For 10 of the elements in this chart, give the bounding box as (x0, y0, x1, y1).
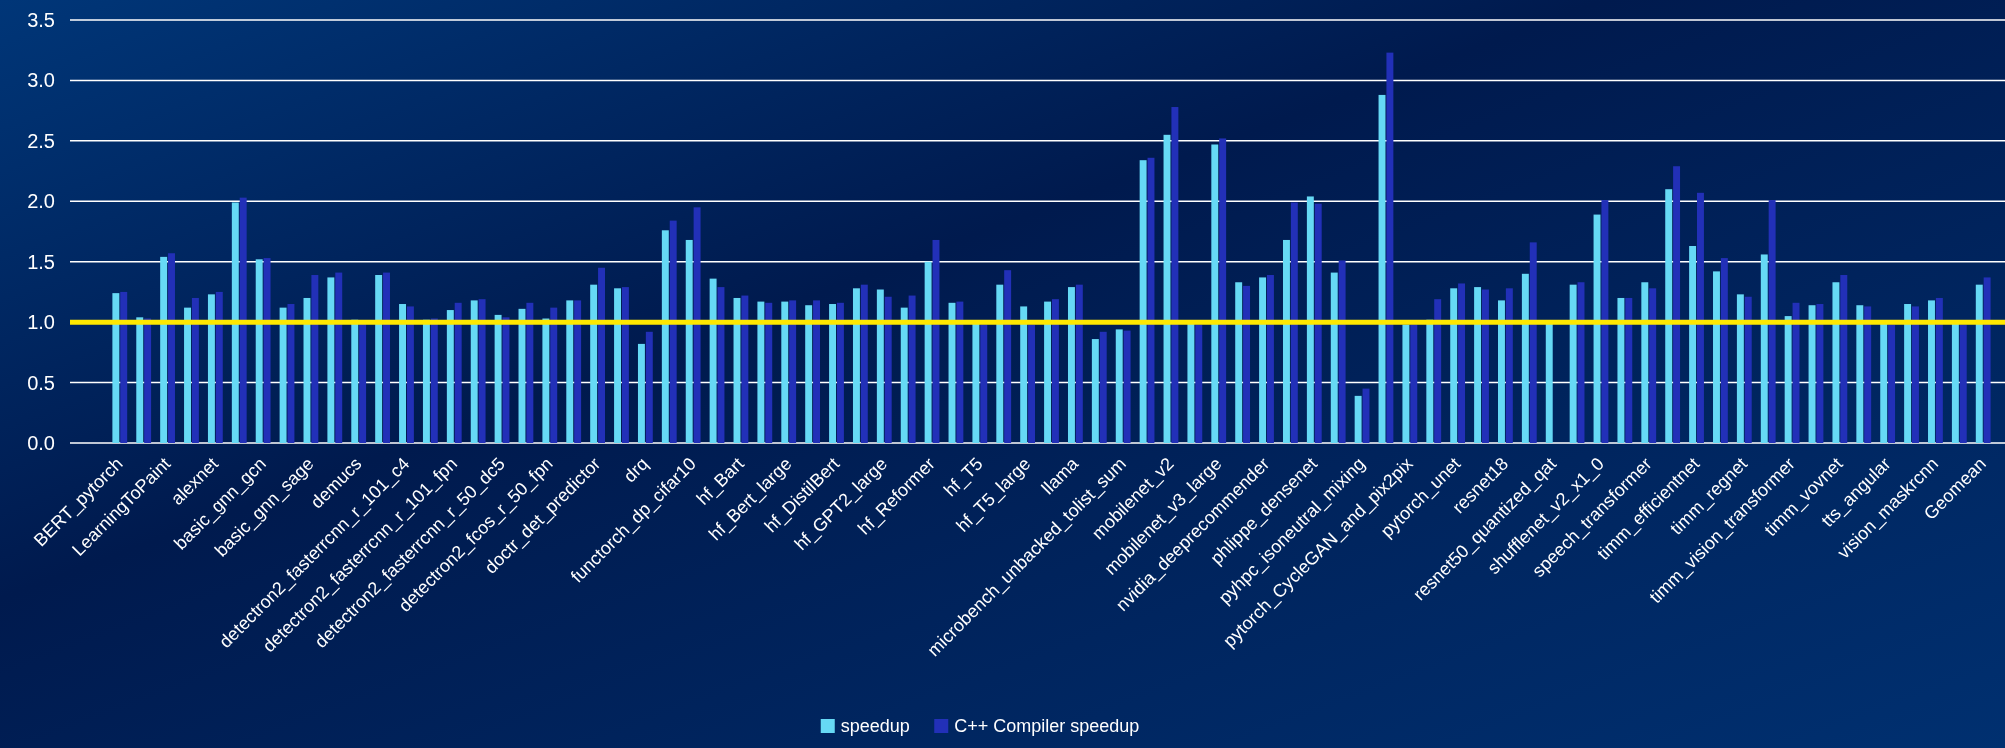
y-tick-label: 2.0 (27, 190, 55, 213)
y-tick-label: 0.0 (27, 432, 55, 454)
y-tick-label: 0.5 (27, 371, 55, 394)
y-tick-label: 2.5 (27, 129, 55, 152)
y-tick-label: 3.5 (27, 9, 55, 31)
y-tick-label: 1.0 (27, 311, 55, 334)
legend-label: C++ Compiler speedup (954, 716, 1140, 736)
legend-label: speedup (840, 716, 910, 736)
y-tick-label: 1.5 (27, 250, 55, 273)
y-tick-label: 3.0 (27, 69, 55, 92)
